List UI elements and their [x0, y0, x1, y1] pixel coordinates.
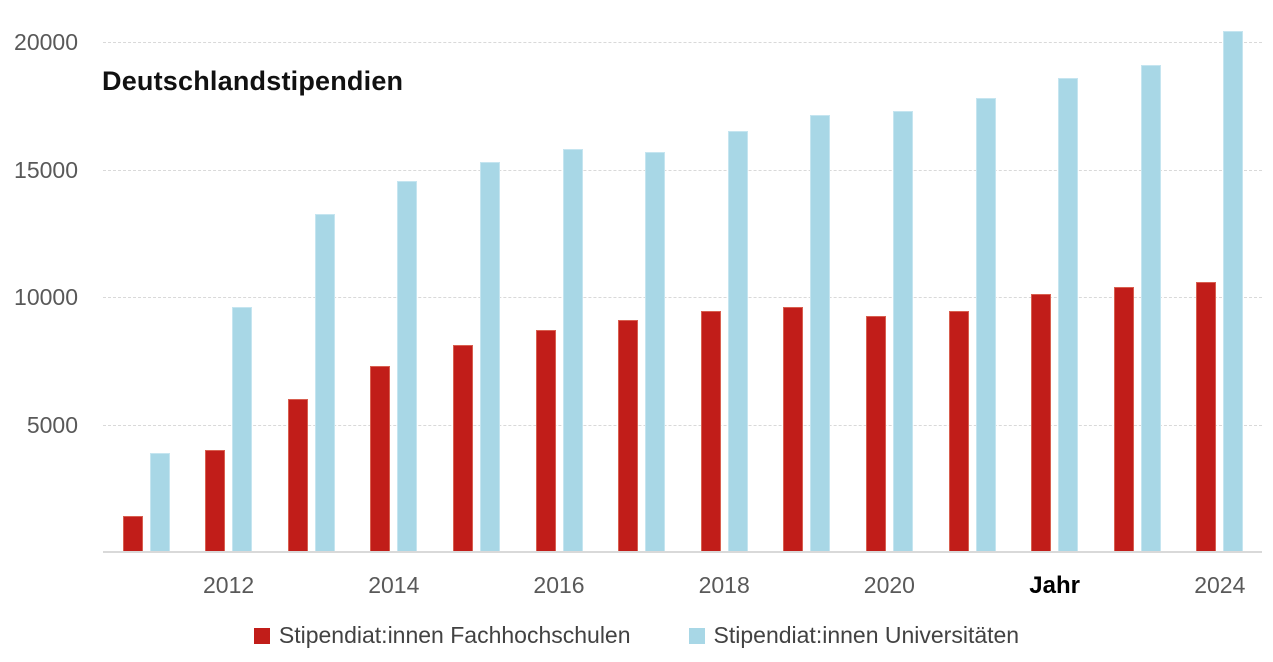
bar-fachhochschulen-2022 — [1031, 294, 1052, 552]
gridline-20000 — [103, 42, 1262, 43]
x-axis-tick-label-2014: 2014 — [368, 572, 420, 598]
bar-universitaeten-2018 — [727, 131, 748, 552]
bar-universitaeten-2021 — [975, 98, 996, 552]
bar-universitaeten-2019 — [810, 115, 831, 552]
x-axis-tick-label-jahr: Jahr — [1029, 572, 1080, 599]
y-axis-tick-label-20000: 20000 — [14, 29, 78, 55]
bar-fachhochschulen-2016 — [535, 330, 556, 552]
chart-title: Deutschlandstipendien — [102, 66, 404, 96]
legend: Stipendiat:innen Fachhochschulen Stipend… — [0, 622, 1273, 649]
bar-universitaeten-2015 — [479, 162, 500, 552]
bar-universitaeten-2016 — [562, 149, 583, 552]
bar-fachhochschulen-2017 — [618, 320, 639, 552]
bar-fachhochschulen-2024 — [1196, 282, 1217, 552]
bar-fachhochschulen-2013 — [287, 399, 308, 552]
bar-fachhochschulen-2019 — [783, 307, 804, 552]
bar-fachhochschulen-2021 — [948, 311, 969, 552]
x-axis-tick-label-2020: 2020 — [863, 572, 915, 598]
bar-fachhochschulen-2014 — [370, 366, 391, 552]
bar-universitaeten-2013 — [314, 214, 335, 552]
bar-fachhochschulen-2023 — [1113, 287, 1134, 552]
bar-universitaeten-2020 — [892, 111, 913, 552]
bar-universitaeten-2012 — [232, 307, 253, 552]
x-axis-tick-label-2018: 2018 — [698, 572, 750, 598]
legend-swatch-universitaeten-icon — [688, 627, 705, 644]
y-axis-tick-label-10000: 10000 — [14, 284, 78, 310]
legend-label-universitaeten: Stipendiat:innen Universitäten — [713, 622, 1020, 648]
x-axis-line — [103, 551, 1262, 553]
y-axis-tick-label-5000: 5000 — [26, 411, 78, 438]
bar-universitaeten-2023 — [1140, 65, 1161, 552]
bar-universitaeten-2024 — [1223, 31, 1244, 552]
legend-item-fachhochschulen: Stipendiat:innen Fachhochschulen — [253, 622, 631, 649]
bar-fachhochschulen-2020 — [865, 316, 886, 552]
bar-universitaeten-2017 — [645, 152, 666, 552]
gridline-15000 — [103, 169, 1262, 171]
gridline-5000 — [103, 424, 1262, 426]
bar-fachhochschulen-2015 — [452, 345, 473, 552]
bar-fachhochschulen-2012 — [205, 450, 226, 552]
y-axis-tick-label-15000: 15000 — [14, 156, 78, 183]
legend-swatch-fachhochschulen-icon — [253, 627, 270, 644]
legend-label-fachhochschulen: Stipendiat:innen Fachhochschulen — [278, 622, 631, 648]
bar-fachhochschulen-2011 — [122, 516, 143, 552]
x-axis-tick-label-2024: 2024 — [1194, 572, 1246, 598]
legend-item-universitaeten: Stipendiat:innen Universitäten — [688, 622, 1020, 649]
gridline-10000 — [103, 297, 1262, 298]
bar-universitaeten-2011 — [149, 453, 170, 552]
x-axis-tick-label-2012: 2012 — [203, 572, 255, 598]
bar-universitaeten-2022 — [1058, 78, 1079, 552]
bar-universitaeten-2014 — [397, 181, 418, 552]
bar-fachhochschulen-2018 — [700, 311, 721, 552]
x-axis-tick-label-2016: 2016 — [533, 572, 585, 598]
